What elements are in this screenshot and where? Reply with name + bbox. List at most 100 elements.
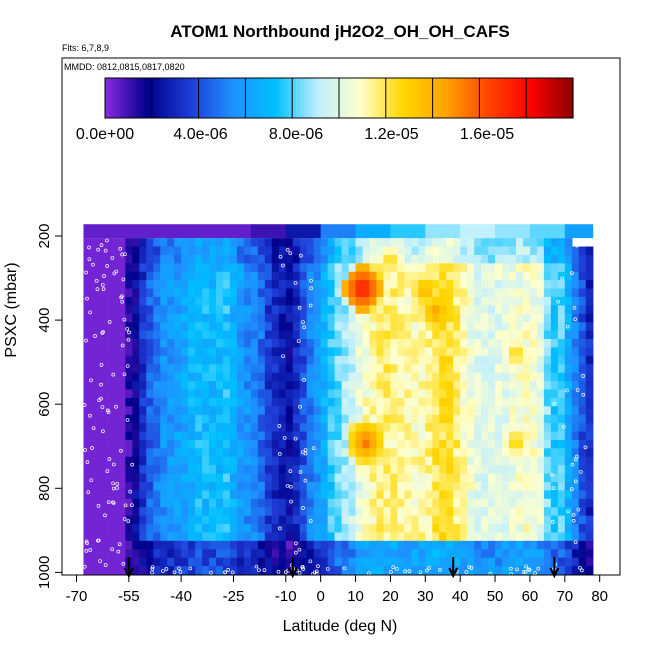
sample-point bbox=[303, 451, 308, 456]
heatmap-cell bbox=[460, 355, 468, 365]
heatmap-cell bbox=[202, 313, 210, 323]
heatmap-cell bbox=[474, 246, 482, 256]
heatmap-cell bbox=[460, 481, 468, 492]
heatmap-cell bbox=[369, 507, 378, 517]
heatmap-cell bbox=[369, 364, 378, 374]
colorbar-segment bbox=[385, 78, 391, 118]
heatmap-cell bbox=[243, 330, 252, 340]
heatmap-cell bbox=[222, 557, 231, 567]
heatmap-cell bbox=[236, 448, 245, 458]
heatmap-cell bbox=[425, 414, 433, 424]
heatmap-cell bbox=[488, 532, 496, 542]
heatmap-cell bbox=[550, 372, 559, 382]
heatmap-cell bbox=[481, 397, 489, 408]
heatmap-cell bbox=[313, 566, 322, 575]
heatmap-cell bbox=[216, 330, 224, 340]
heatmap-cell bbox=[460, 254, 468, 265]
sample-point bbox=[574, 457, 578, 462]
heatmap-cell bbox=[557, 414, 566, 424]
heatmap-cell bbox=[118, 246, 127, 256]
heatmap-cell bbox=[209, 507, 217, 517]
heatmap-cell bbox=[320, 456, 329, 466]
heatmap-cell bbox=[299, 490, 308, 500]
heatmap-cell bbox=[313, 473, 322, 483]
heatmap-cell bbox=[515, 288, 524, 298]
heatmap-cell bbox=[467, 465, 475, 475]
heatmap-cell bbox=[257, 566, 266, 575]
heatmap-cell bbox=[90, 431, 99, 441]
heatmap-cell bbox=[383, 322, 392, 332]
heatmap-cell bbox=[509, 280, 517, 290]
heatmap-cell bbox=[229, 540, 238, 550]
heatmap-cell bbox=[160, 296, 168, 307]
heatmap-cell bbox=[515, 465, 524, 475]
heatmap-cell bbox=[495, 448, 503, 458]
sample-point bbox=[389, 570, 393, 574]
heatmap-cell bbox=[188, 549, 196, 559]
sample-point bbox=[91, 426, 96, 431]
heatmap-cell bbox=[222, 381, 231, 391]
heatmap-cell bbox=[257, 296, 266, 307]
heatmap-cell bbox=[418, 465, 426, 475]
heatmap-cell bbox=[571, 439, 580, 450]
sample-point bbox=[314, 571, 319, 575]
heatmap-cell bbox=[320, 423, 329, 433]
heatmap-cell bbox=[202, 473, 210, 483]
heatmap-cell bbox=[83, 372, 92, 382]
heatmap-cell bbox=[543, 397, 552, 408]
heatmap-cell bbox=[543, 389, 552, 399]
heatmap-cell bbox=[278, 288, 287, 298]
heatmap-cell bbox=[257, 313, 266, 323]
sample-point bbox=[488, 571, 493, 575]
heatmap-cell bbox=[446, 456, 454, 466]
heatmap-cell bbox=[104, 414, 113, 424]
heatmap-cell bbox=[209, 305, 217, 315]
heatmap-cell bbox=[348, 456, 357, 466]
heatmap-cell bbox=[111, 372, 120, 382]
sample-point bbox=[281, 354, 285, 359]
heatmap-cell bbox=[285, 313, 294, 323]
heatmap-cell bbox=[425, 406, 433, 416]
heatmap-cell bbox=[236, 397, 245, 408]
heatmap-cell bbox=[195, 498, 203, 508]
y-tick-label: 600 bbox=[36, 392, 53, 417]
sample-point bbox=[84, 539, 89, 544]
heatmap-cell bbox=[174, 439, 182, 450]
heatmap-cell bbox=[278, 322, 287, 332]
heatmap-cell bbox=[585, 566, 594, 575]
heatmap-cell bbox=[418, 431, 426, 441]
heatmap-cell bbox=[460, 465, 468, 475]
heatmap-cell bbox=[376, 254, 385, 265]
heatmap-cell bbox=[418, 566, 426, 575]
heatmap-cell bbox=[271, 566, 280, 575]
heatmap-cell bbox=[160, 414, 168, 424]
heatmap-cell bbox=[481, 347, 489, 357]
heatmap-cell bbox=[446, 549, 454, 559]
heatmap-cell bbox=[453, 296, 461, 307]
heatmap-cell bbox=[529, 263, 538, 273]
colorbar-segment bbox=[264, 78, 270, 118]
heatmap-cell bbox=[257, 465, 266, 475]
heatmap-cell bbox=[369, 372, 378, 382]
colorbar-segment bbox=[569, 78, 574, 118]
heatmap-cell bbox=[257, 347, 266, 357]
heatmap-cell bbox=[341, 364, 350, 374]
heatmap-cell bbox=[306, 238, 315, 248]
heatmap-cell bbox=[334, 481, 343, 492]
heatmap-cell bbox=[243, 397, 252, 408]
sample-point bbox=[469, 566, 474, 570]
heatmap-cell bbox=[488, 381, 496, 391]
heatmap-cell bbox=[529, 473, 538, 483]
heatmap-cell bbox=[160, 381, 168, 391]
heatmap-cell bbox=[425, 549, 433, 559]
heatmap-cell bbox=[467, 549, 475, 559]
heatmap-cell bbox=[571, 322, 580, 332]
heatmap-cell bbox=[83, 566, 92, 575]
heatmap-cell bbox=[341, 288, 350, 298]
heatmap-cell bbox=[174, 305, 182, 315]
heatmap-cell bbox=[460, 389, 468, 399]
heatmap-cell bbox=[502, 347, 510, 357]
heatmap-cell bbox=[481, 406, 489, 416]
heatmap-cell bbox=[355, 549, 364, 559]
heatmap-cell bbox=[446, 439, 454, 450]
